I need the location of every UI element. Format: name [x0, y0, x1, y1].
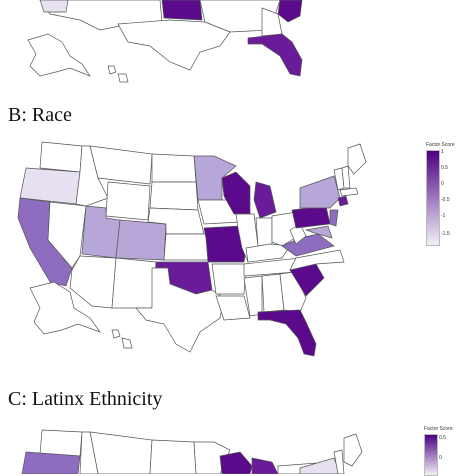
state-nm [111, 257, 157, 309]
state-fl-a [247, 33, 303, 77]
legend-color-bar [426, 150, 440, 246]
state-sc-a [277, 0, 303, 23]
state-or-c [21, 451, 81, 474]
state-wa [39, 141, 83, 173]
map-panel-race [17, 141, 367, 357]
state-wa-c [39, 429, 83, 457]
state-in [255, 217, 273, 247]
state-ky [245, 243, 291, 263]
state-mt [89, 145, 153, 185]
state-nd-c [149, 439, 197, 474]
state-mi [253, 181, 277, 219]
legend-title: Factor Score [424, 426, 453, 432]
state-vt-c [333, 449, 345, 474]
state-ok-a [161, 0, 203, 21]
state-mi-c [251, 457, 279, 474]
state-or [19, 167, 81, 205]
state-tx [135, 267, 225, 353]
panel-title-race: B: Race [8, 104, 72, 126]
state-nd [151, 153, 197, 183]
legend-tick: -1 [441, 213, 446, 219]
legend-latinx: Factor Score 0.5 0 [424, 426, 464, 476]
state-ar [211, 263, 247, 295]
state-west-a [39, 0, 163, 31]
us-map-latinx [21, 429, 363, 474]
state-tx-a [117, 19, 231, 71]
us-map-a [27, 0, 303, 83]
state-ks [163, 233, 209, 261]
state-co [115, 219, 167, 261]
state-ak [29, 281, 101, 335]
state-hi-a [107, 65, 129, 83]
state-wy [105, 181, 151, 221]
state-ny-c [299, 457, 341, 474]
state-mt-c [89, 431, 153, 474]
state-nh [341, 165, 351, 189]
state-oh [271, 211, 299, 247]
state-me [347, 143, 367, 175]
legend-tick: -1.5 [441, 231, 450, 237]
legend-tick: 0.5 [441, 165, 448, 171]
state-ma [339, 187, 359, 197]
us-map-race [17, 141, 367, 357]
state-nj [329, 209, 339, 227]
legend-tick: 0 [441, 181, 444, 187]
map-panel-latinx [21, 429, 363, 474]
state-ny [299, 175, 341, 209]
state-pa [291, 205, 331, 229]
legend-tick: 1 [441, 149, 444, 155]
state-hi [111, 329, 133, 349]
panel-title-latinx-ethnicity: C: Latinx Ethnicity [8, 388, 163, 410]
map-panel-a [27, 0, 303, 83]
state-md [305, 225, 333, 239]
state-nv [47, 201, 87, 269]
legend-tick: 0.5 [439, 435, 446, 441]
legend-race: Factor Score 1 0.5 0 -0.5 -1 -1.5 [426, 142, 466, 248]
state-fl [257, 309, 317, 357]
state-nc [289, 249, 345, 271]
legend-color-bar [424, 434, 438, 476]
state-id-c [79, 431, 99, 474]
legend-tick: -0.5 [441, 197, 450, 203]
state-ct [337, 195, 349, 207]
state-mid-a [199, 0, 281, 33]
state-wa-a [39, 0, 69, 13]
state-az [69, 255, 117, 309]
state-me-c [343, 433, 363, 467]
state-sd [149, 181, 199, 211]
state-ak-a [27, 33, 91, 77]
legend-tick: 0 [439, 455, 442, 461]
state-wi-c [219, 451, 253, 474]
state-la [215, 295, 251, 321]
legend-title: Factor Score [426, 142, 455, 148]
